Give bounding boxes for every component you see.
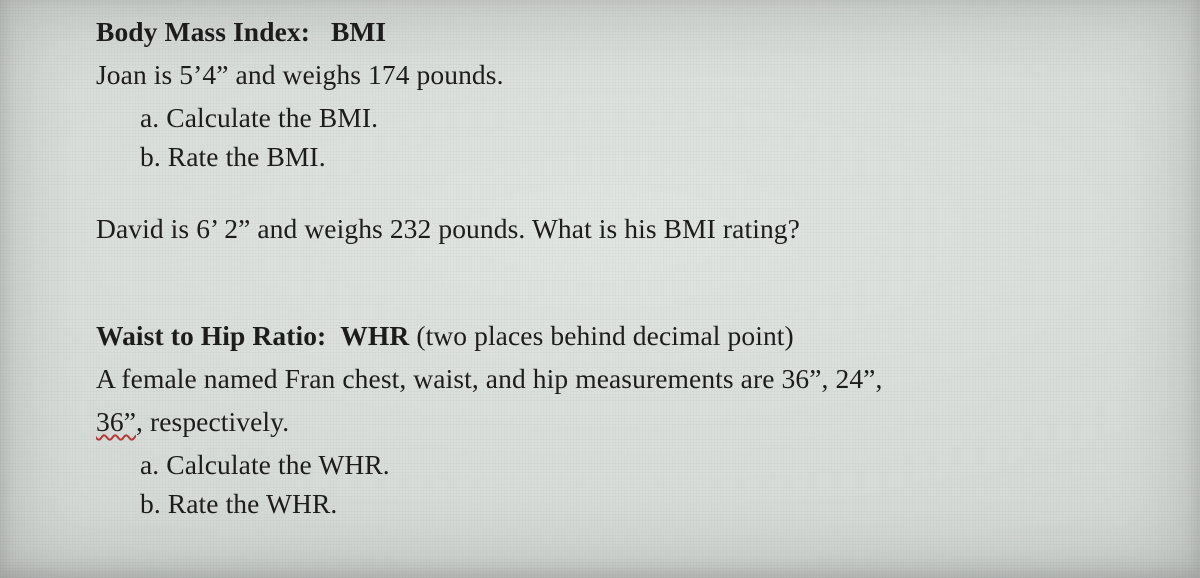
joan-item-b: b. Rate the BMI. xyxy=(140,139,1156,176)
bmi-heading: Body Mass Index: BMI xyxy=(96,14,1156,51)
fran-item-b: b. Rate the WHR. xyxy=(140,486,1156,523)
spacer xyxy=(96,177,1156,211)
joan-subitems: a. Calculate the BMI. b. Rate the BMI. xyxy=(96,100,1156,176)
fran-line2-rest: , respectively. xyxy=(136,406,289,437)
fran-line1: A female named Fran chest, waist, and hi… xyxy=(96,361,1156,398)
whr-heading-acronym: WHR xyxy=(340,320,409,351)
whr-heading: Waist to Hip Ratio: WHR (two places behi… xyxy=(96,318,1156,355)
joan-item-a: a. Calculate the BMI. xyxy=(140,100,1156,137)
spacer xyxy=(96,254,1156,288)
worksheet-body: Body Mass Index: BMI Joan is 5’4” and we… xyxy=(96,14,1156,524)
bmi-heading-acronym: BMI xyxy=(331,16,386,47)
spacer xyxy=(96,288,1156,318)
fran-line2: 36”, respectively. xyxy=(96,404,1156,441)
fran-item-a: a. Calculate the WHR. xyxy=(140,447,1156,484)
fran-underlined-measure: 36” xyxy=(96,406,136,437)
bmi-heading-prefix: Body Mass Index: xyxy=(96,16,310,47)
david-statement: David is 6’ 2” and weighs 232 pounds. Wh… xyxy=(96,211,1156,248)
joan-statement: Joan is 5’4” and weighs 174 pounds. xyxy=(96,57,1156,94)
whr-heading-prefix: Waist to Hip Ratio: xyxy=(96,320,326,351)
whr-heading-note: (two places behind decimal point) xyxy=(416,320,794,351)
fran-subitems: a. Calculate the WHR. b. Rate the WHR. xyxy=(96,447,1156,523)
